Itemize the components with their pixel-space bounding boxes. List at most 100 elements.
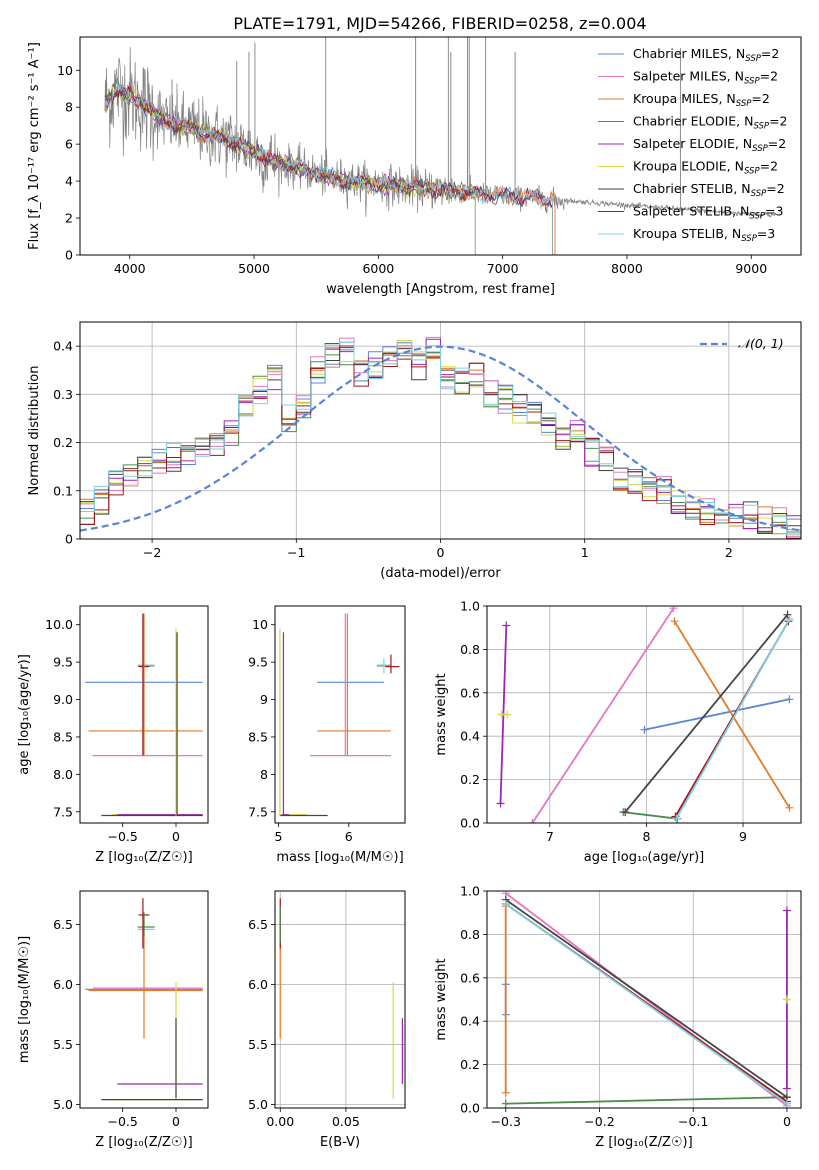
x-tick-label: −0.5	[107, 1114, 137, 1129]
residuals-axes: −2 −1 0 1 2 0 0.1 0.2 0.3 0.4 (data-model)/error No…	[27, 321, 802, 581]
data-spectrum-line	[104, 46, 777, 219]
y-axis-label: mass [log₁₀(M/M☉)]	[17, 936, 32, 1063]
x-tick-label: 0.05	[332, 1114, 360, 1129]
y-tick-label: 0.4	[460, 729, 480, 744]
x-tick-label: 6000	[362, 261, 394, 276]
y-tick-label: 0.0	[460, 1101, 480, 1116]
x-tick-label: −2	[143, 545, 161, 560]
x-tick-label: 2	[725, 545, 733, 560]
y-tick-label: 6.5	[53, 917, 73, 932]
y-tick-label: 9	[260, 692, 268, 707]
x-tick-label: 0	[783, 1114, 791, 1129]
y-tick-label: 8.5	[53, 729, 73, 744]
model-spectrum-kroupa-elodie	[108, 84, 476, 255]
y-tick-label: 0	[65, 248, 73, 263]
data-point	[783, 610, 792, 619]
series-line	[675, 618, 791, 820]
y-tick-label: 4	[65, 174, 73, 189]
series-line	[644, 698, 790, 731]
data-point	[670, 617, 679, 626]
y-axis-label: Flux [f_λ 10⁻¹⁷ erg cm⁻² s⁻¹ A⁻¹]	[27, 42, 42, 250]
data-point	[502, 621, 511, 630]
y-tick-label: 6.0	[53, 977, 73, 992]
model-spectrum-kroupa-stelib	[104, 83, 553, 255]
x-tick-label: 4000	[114, 261, 146, 276]
model-spectrum-salpeter-elodie	[108, 82, 476, 255]
spectrum-plot-area	[104, 37, 777, 255]
x-axis-label: age [log₁₀(age/yr)]	[584, 850, 705, 865]
data-point	[503, 710, 512, 719]
data-point	[785, 615, 794, 624]
data-point	[528, 819, 537, 823]
legend-label: Kroupa STELIB, NSSP=3	[633, 226, 775, 244]
y-tick-label: 8	[260, 767, 268, 782]
y-tick-label: 0.3	[53, 387, 73, 402]
data-point	[501, 1088, 510, 1097]
x-tick-label: 5	[275, 829, 283, 844]
x-tick-label: −0.1	[678, 1114, 708, 1129]
y-tick-label: 0.8	[460, 642, 480, 657]
x-tick-label: 9	[739, 829, 747, 844]
x-axis-label: mass [log₁₀(M/M☉)]	[276, 850, 403, 865]
x-axis-label: (data-model)/error	[380, 566, 501, 581]
weight-vs-age-axes: 7 8 9 0.0 0.2 0.4 0.6 0.8 1.0 age [log₁₀(age/yr)]…	[434, 599, 802, 865]
mass-vs-Z-plot-area	[85, 898, 203, 1101]
x-tick-label: 5000	[238, 261, 270, 276]
x-tick-label: 9000	[735, 261, 767, 276]
x-tick-label: 6	[345, 829, 353, 844]
y-tick-label: 6.0	[248, 977, 268, 992]
residuals-frame	[79, 321, 802, 540]
data-point	[785, 803, 794, 812]
x-tick-label: 8	[642, 829, 650, 844]
y-tick-label: 6	[65, 137, 73, 152]
y-tick-label: 0.4	[460, 1014, 480, 1029]
x-axis-label: Z [log₁₀(Z/Z☉)]	[95, 850, 192, 865]
age-vs-Z-frame	[79, 605, 209, 824]
y-tick-label: 0.8	[460, 927, 480, 942]
histogram-kroupa-stelib	[80, 341, 801, 536]
x-tick-label: 8000	[611, 261, 643, 276]
x-tick-label: 0	[437, 545, 445, 560]
data-point	[782, 1084, 791, 1093]
legend-label: Kroupa MILES, NSSP=2	[633, 91, 770, 109]
y-axis-label: mass weight	[434, 673, 449, 755]
series-line	[505, 1096, 787, 1105]
y-tick-label: 9.5	[248, 655, 268, 670]
x-tick-label: 0	[172, 1114, 180, 1129]
x-axis-label: Z [log₁₀(Z/Z☉)]	[595, 1135, 692, 1150]
y-tick-label: 1.0	[460, 884, 480, 899]
data-point	[782, 995, 791, 1004]
age-vs-mass-frame	[274, 605, 406, 824]
x-tick-label: −0.5	[107, 829, 137, 844]
y-tick-label: 5.0	[53, 1097, 73, 1112]
mass-vs-ebv-frame	[274, 890, 406, 1109]
x-axis-label: Z [log₁₀(Z/Z☉)]	[95, 1135, 192, 1150]
weight-vs-age-plot-area	[496, 606, 794, 823]
y-tick-label: 8	[65, 100, 73, 115]
y-tick-label: 5.5	[248, 1037, 268, 1052]
age-vs-mass-axes: 5 6 7.5 8 8.5 9 9.5 10 mass [log₁₀(M/M☉)]	[248, 605, 406, 865]
y-tick-label: 10	[252, 617, 268, 632]
y-tick-label: 5.5	[53, 1037, 73, 1052]
legend-label: Salpeter MILES, NSSP=2	[633, 69, 778, 87]
mass-vs-Z-axes: −0.5 0 5.0 5.5 6.0 6.5 Z [log₁₀(Z/Z☉)] mass [lo…	[17, 890, 209, 1150]
data-point	[782, 1099, 791, 1108]
y-tick-label: 0.1	[53, 483, 73, 498]
age-vs-Z-axes: −0.5 0 7.5 8.0 8.5 9.0 9.5 10.0 Z [log₁₀(Z/Z☉)] a…	[17, 605, 209, 865]
series-line	[505, 903, 788, 1105]
y-tick-label: 0.6	[460, 970, 480, 985]
legend-label: Salpeter STELIB, NSSP=3	[633, 204, 783, 222]
series-line	[624, 614, 789, 813]
y-tick-label: 1.0	[460, 599, 480, 614]
weight-vs-Z-plot-area	[501, 891, 791, 1108]
x-tick-label: 7	[546, 829, 554, 844]
series-line	[531, 607, 675, 823]
y-tick-label: 0.6	[460, 685, 480, 700]
age-vs-Z-plot-area	[85, 613, 203, 817]
y-tick-label: 0	[65, 532, 73, 547]
data-point	[496, 799, 505, 808]
data-point	[785, 695, 794, 704]
y-axis-label: age [log₁₀(age/yr)]	[17, 654, 32, 775]
x-tick-label: 1	[581, 545, 589, 560]
figure-title: PLATE=1791, MJD=54266, FIBERID=0258, z=0…	[233, 14, 646, 33]
